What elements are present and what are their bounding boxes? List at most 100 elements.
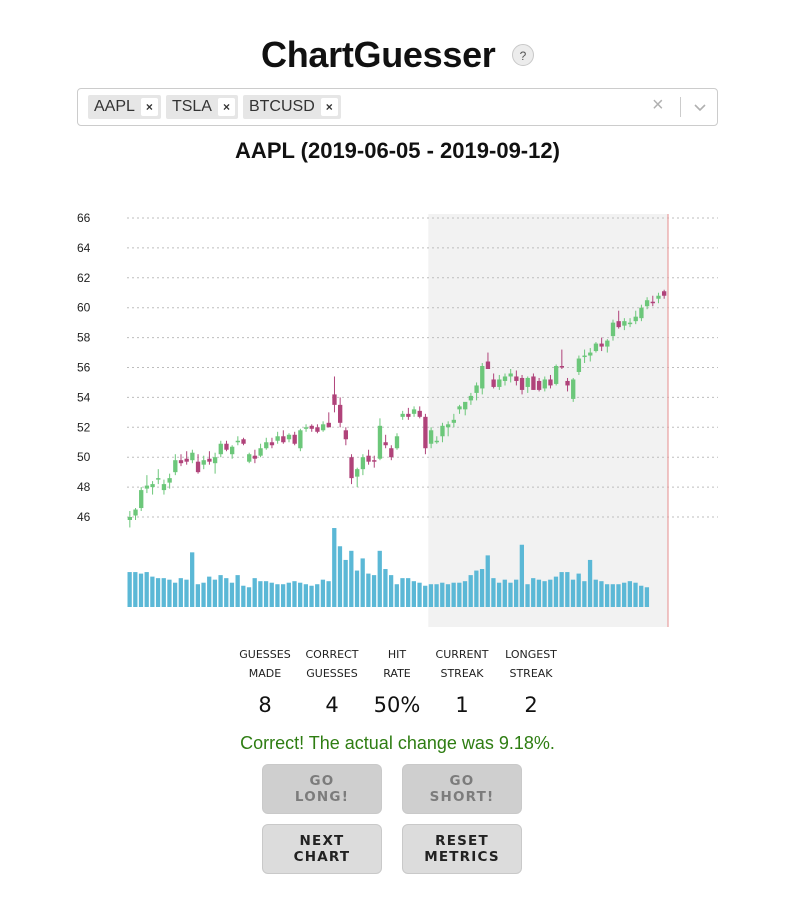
volume-bar — [366, 573, 371, 607]
candle-body — [639, 307, 644, 319]
volume-bar — [616, 584, 621, 607]
ticker-chip-tsla: TSLA × — [165, 95, 238, 119]
candle-body — [247, 454, 252, 462]
y-tick-label: 64 — [77, 241, 91, 255]
volume-bar — [190, 552, 195, 607]
candle-body — [201, 460, 206, 465]
candle-body — [428, 430, 434, 444]
candle-body — [178, 460, 184, 464]
stat-correct-guesses: Correct guesses 4 — [297, 645, 367, 717]
volume-bar — [354, 570, 360, 607]
volume-bar — [633, 582, 638, 607]
candle-body — [133, 509, 138, 516]
stat-longest-streak: Longest streak 2 — [496, 645, 566, 717]
candle-body — [434, 440, 439, 443]
reset-metrics-button[interactable]: RESET METRICS — [402, 824, 522, 874]
candle-body — [582, 355, 587, 358]
help-button[interactable]: ? — [511, 44, 534, 66]
volume-bar — [383, 569, 388, 607]
clear-all-icon[interactable]: × — [652, 94, 664, 116]
candle-body — [650, 301, 655, 304]
next-chart-button[interactable]: NEXT CHART — [262, 824, 382, 874]
candle-body — [406, 413, 411, 417]
candle-body — [411, 409, 417, 414]
volume-bar — [474, 570, 479, 607]
volume-bar — [258, 581, 263, 607]
candle-body — [252, 455, 258, 459]
result-feedback: Correct! The actual change was 9.18%. — [240, 733, 555, 753]
candle-body — [377, 425, 383, 459]
stat-label: Guesses made — [239, 648, 291, 680]
y-tick-label: 48 — [77, 480, 91, 494]
volume-bar — [138, 573, 144, 607]
candle-body — [207, 458, 212, 462]
volume-bar — [644, 587, 650, 607]
volume-bar — [604, 584, 610, 607]
remove-aapl-icon[interactable]: × — [140, 98, 158, 116]
volume-bar — [559, 572, 564, 607]
candle-body — [400, 413, 405, 417]
app-title: ChartGuesser — [261, 34, 496, 75]
candle-body — [286, 434, 292, 440]
candle-body — [514, 376, 519, 381]
candle-body — [275, 436, 280, 441]
select-separator — [680, 97, 681, 117]
stat-value: 50% — [373, 693, 421, 717]
candle-body — [258, 448, 263, 456]
remove-tsla-icon[interactable]: × — [217, 98, 235, 116]
stat-label: Hit rate — [383, 648, 411, 680]
y-tick-label: 60 — [77, 301, 91, 315]
candle-body — [519, 377, 525, 390]
stat-label: Correct guesses — [305, 648, 359, 680]
volume-bar — [133, 572, 138, 607]
volume-bar — [275, 584, 280, 607]
volume-bar — [292, 581, 297, 607]
remove-btcusd-icon[interactable]: × — [320, 98, 338, 116]
candle-body — [366, 455, 371, 462]
candle-body — [457, 406, 462, 410]
candle-body — [309, 425, 314, 429]
candle-body — [298, 430, 303, 449]
volume-bar — [400, 578, 405, 607]
volume-bar — [201, 582, 206, 607]
candle-body — [508, 373, 513, 377]
candle-body — [235, 440, 241, 443]
ticker-multiselect[interactable]: AAPL × TSLA × BTCUSD × × — [77, 88, 718, 126]
volume-bar — [252, 578, 257, 607]
candle-body — [423, 416, 428, 449]
chevron-down-icon[interactable] — [690, 97, 710, 117]
volume-bar — [280, 584, 286, 607]
candle-body — [326, 422, 331, 428]
candle-body — [394, 436, 400, 449]
candle-body — [212, 457, 218, 464]
volume-bar — [127, 572, 132, 607]
candle-body — [656, 295, 661, 299]
candle-body — [468, 395, 474, 401]
candle-body — [281, 436, 286, 443]
volume-bar — [599, 581, 604, 607]
candle-body — [588, 352, 593, 356]
candle-body — [593, 343, 599, 352]
volume-bar — [377, 550, 382, 607]
y-tick-label: 46 — [77, 510, 91, 524]
go-short-button[interactable]: GO SHORT! — [402, 764, 522, 814]
volume-bar — [479, 569, 485, 607]
volume-bar — [337, 546, 343, 607]
volume-bar — [428, 584, 434, 607]
candlestick-chart: 46 48 50 52 54 56 58 60 62 64 66 — [77, 211, 718, 627]
go-long-button[interactable]: GO LONG! — [262, 764, 382, 814]
volume-bar — [440, 582, 445, 607]
volume-bar — [622, 582, 627, 607]
volume-bar — [531, 578, 536, 607]
volume-bar — [150, 576, 155, 607]
stat-guesses-made: Guesses made 8 — [230, 645, 300, 717]
volume-bar — [417, 582, 422, 607]
volume-bar — [298, 582, 303, 607]
volume-bar — [178, 578, 183, 607]
ticker-chip-label: TSLA — [171, 98, 212, 115]
volume-bar — [508, 582, 513, 607]
chart-title: AAPL (2019-06-05 - 2019-09-12) — [235, 138, 560, 163]
volume-bar — [388, 575, 394, 607]
candle-body — [559, 366, 565, 368]
candle-body — [599, 343, 604, 347]
